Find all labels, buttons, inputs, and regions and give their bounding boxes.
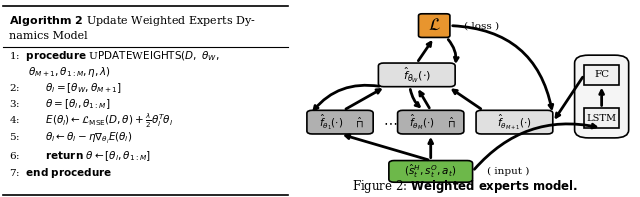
FancyBboxPatch shape — [575, 55, 628, 138]
Text: $\hat{\sqcap}$: $\hat{\sqcap}$ — [447, 115, 456, 129]
Text: $\cdots$: $\cdots$ — [383, 115, 397, 129]
FancyBboxPatch shape — [476, 110, 553, 134]
Text: $\hat{f}_{\theta_{M+1}}(\cdot)$: $\hat{f}_{\theta_{M+1}}(\cdot)$ — [497, 112, 532, 132]
Bar — [584, 65, 619, 85]
FancyBboxPatch shape — [307, 110, 373, 134]
Text: 6:        $\mathbf{return}\ \theta \leftarrow [\theta_l, \theta_{1:M}]$: 6: $\mathbf{return}\ \theta \leftarrow [… — [9, 149, 151, 163]
FancyBboxPatch shape — [419, 14, 450, 37]
Text: $\hat{f}_{\theta_M}(\cdot)$: $\hat{f}_{\theta_M}(\cdot)$ — [409, 112, 435, 132]
Text: LSTM: LSTM — [587, 114, 617, 123]
Text: $\theta_{M+1}, \theta_{1:M}, \eta, \lambda)$: $\theta_{M+1}, \theta_{1:M}, \eta, \lamb… — [28, 65, 111, 79]
Text: Figure 2: $\mathbf{Weighted\ experts\ model.}$: Figure 2: $\mathbf{Weighted\ experts\ mo… — [353, 178, 579, 195]
Text: namics Model: namics Model — [9, 32, 88, 41]
Text: ( loss ): ( loss ) — [464, 21, 499, 30]
Text: $\mathcal{L}$: $\mathcal{L}$ — [428, 17, 440, 34]
Bar — [584, 108, 619, 128]
Text: 5:        $\theta_l \leftarrow \theta_l - \eta\nabla_{\theta_l}E(\theta_l)$: 5: $\theta_l \leftarrow \theta_l - \eta\… — [9, 131, 132, 146]
Text: $\mathbf{Algorithm\ 2}$ Update Weighted Experts Dy-: $\mathbf{Algorithm\ 2}$ Update Weighted … — [9, 14, 256, 28]
Text: 7:  $\mathbf{end\ procedure}$: 7: $\mathbf{end\ procedure}$ — [9, 166, 112, 180]
FancyBboxPatch shape — [378, 63, 455, 87]
FancyBboxPatch shape — [389, 161, 472, 182]
Text: FC: FC — [594, 70, 609, 79]
Text: 1:  $\mathbf{procedure}$ U$\mathrm{PDATE}$W$\mathrm{EIGHTS}$$(D,\ \theta_W,$: 1: $\mathbf{procedure}$ U$\mathrm{PDATE}… — [9, 49, 220, 63]
Text: $(\hat{s}_t^H, s_t^O, a_t)$: $(\hat{s}_t^H, s_t^O, a_t)$ — [404, 163, 457, 180]
Text: $\hat{f}_{\theta_1}(\cdot)$: $\hat{f}_{\theta_1}(\cdot)$ — [319, 112, 344, 132]
Text: 3:        $\theta = [\theta_l, \theta_{1:M}]$: 3: $\theta = [\theta_l, \theta_{1:M}]$ — [9, 98, 110, 111]
FancyBboxPatch shape — [397, 110, 464, 134]
Text: 4:        $E(\theta_l) \leftarrow \mathcal{L}_{\mathrm{MSE}}(D, \theta) + \frac{: 4: $E(\theta_l) \leftarrow \mathcal{L}_{… — [9, 112, 173, 130]
Text: 2:        $\theta_l = [\theta_W, \theta_{M+1}]$: 2: $\theta_l = [\theta_W, \theta_{M+1}]$ — [9, 81, 122, 95]
Text: ( input ): ( input ) — [486, 167, 529, 176]
Text: $\hat{f}_{\theta_W}(\cdot)$: $\hat{f}_{\theta_W}(\cdot)$ — [403, 65, 431, 85]
Text: $\hat{\sqcap}$: $\hat{\sqcap}$ — [355, 115, 364, 129]
